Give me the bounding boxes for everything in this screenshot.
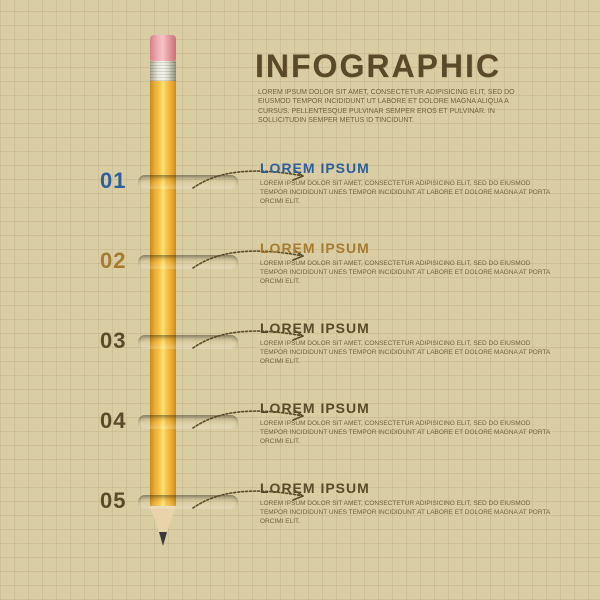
list-item: 02 LOREM IPSUM LOREM IPSUM DOLOR SIT AMET,…: [100, 230, 560, 300]
item-heading: LOREM IPSUM: [260, 480, 370, 496]
list-item: 05 LOREM IPSUM LOREM IPSUM DOLOR SIT AMET,…: [100, 470, 560, 540]
list-item: 03 LOREM IPSUM LOREM IPSUM DOLOR SIT AMET,…: [100, 310, 560, 380]
item-number: 05: [100, 488, 126, 514]
item-number: 02: [100, 248, 126, 274]
item-number: 04: [100, 408, 126, 434]
list-item: 01 LOREM IPSUM LOREM IPSUM DOLOR SIT AMET,…: [100, 150, 560, 220]
item-desc: LOREM IPSUM DOLOR SIT AMET, CONSECTETUR …: [260, 340, 550, 366]
item-desc: LOREM IPSUM DOLOR SIT AMET, CONSECTETUR …: [260, 180, 550, 206]
pencil-eraser: [150, 35, 176, 61]
item-desc: LOREM IPSUM DOLOR SIT AMET, CONSECTETUR …: [260, 260, 550, 286]
item-heading: LOREM IPSUM: [260, 400, 370, 416]
item-number: 01: [100, 168, 126, 194]
item-heading: LOREM IPSUM: [260, 240, 370, 256]
item-heading: LOREM IPSUM: [260, 320, 370, 336]
item-number: 03: [100, 328, 126, 354]
item-heading: LOREM IPSUM: [260, 160, 370, 176]
item-desc: LOREM IPSUM DOLOR SIT AMET, CONSECTETUR …: [260, 500, 550, 526]
page-title: INFOGRAPHIC: [255, 48, 501, 85]
list-item: 04 LOREM IPSUM LOREM IPSUM DOLOR SIT AMET,…: [100, 390, 560, 460]
item-desc: LOREM IPSUM DOLOR SIT AMET, CONSECTETUR …: [260, 420, 550, 446]
pencil-ferrule: [150, 61, 176, 81]
page-subtitle: LOREM IPSUM DOLOR SIT AMET, CONSECTETUR …: [258, 88, 538, 126]
